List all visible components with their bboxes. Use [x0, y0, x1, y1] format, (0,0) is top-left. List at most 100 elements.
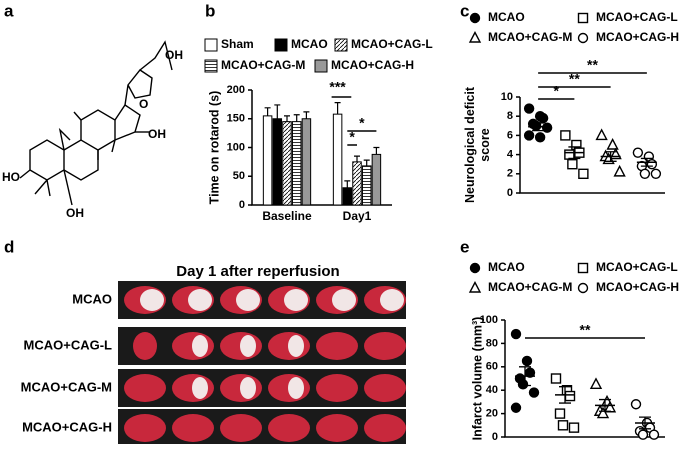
bar [332, 113, 343, 206]
data-point [528, 387, 540, 398]
y-tick-label: 20 [486, 408, 498, 420]
legend-marker [577, 262, 589, 274]
legend-label: MCAO+CAG-L [596, 10, 678, 24]
legend-marker [468, 30, 482, 43]
bar [371, 153, 382, 206]
annotation: ** [587, 57, 598, 73]
legend-marker [577, 32, 589, 44]
error-bar [334, 102, 341, 115]
annotation: ** [580, 322, 591, 338]
legend-marker [468, 280, 482, 293]
legend-label: Sham [221, 37, 254, 51]
error-bar [303, 111, 310, 119]
atom-label: HO [2, 170, 20, 184]
data-point [537, 112, 549, 124]
y-tick-label: 2 [507, 168, 513, 180]
brain-slice [133, 332, 157, 360]
error-bar [293, 114, 300, 122]
error-bar [639, 416, 651, 430]
bar [272, 118, 283, 206]
data-point [568, 422, 580, 433]
axis [504, 320, 665, 438]
bar [262, 115, 273, 206]
y-tick-label: 0 [239, 199, 245, 211]
y-tick-label: 0 [507, 187, 513, 199]
infarct [284, 289, 308, 311]
y-tick-label: 0 [492, 431, 498, 443]
data-point [613, 164, 626, 177]
panel-label: c [460, 1, 469, 20]
atom-label: OH [165, 48, 183, 62]
atom-label: OH [66, 206, 84, 220]
slices-title: Day 1 after reperfusion [176, 263, 339, 280]
infarct [192, 377, 208, 399]
y-tick-label: 50 [233, 170, 245, 182]
brain-slice [268, 414, 310, 442]
legend-label: MCAO+CAG-M [488, 280, 572, 294]
legend-marker [577, 282, 589, 294]
data-point [557, 420, 569, 431]
legend-label: MCAO [291, 37, 328, 51]
data-point [567, 158, 578, 170]
data-point [650, 168, 662, 180]
error-bar [519, 366, 531, 387]
y-tick-label: 8 [507, 110, 513, 122]
atom-label: O [139, 97, 148, 111]
brain-slice [124, 414, 166, 442]
y-tick-label: 6 [507, 129, 513, 141]
data-point [632, 147, 644, 158]
data-point [541, 122, 553, 133]
y-tick-label: 4 [507, 149, 514, 161]
infarct [240, 377, 256, 399]
brain-slice [316, 374, 358, 402]
bar [291, 121, 302, 206]
data-point [564, 149, 575, 160]
infarct [380, 289, 404, 311]
infarct [236, 289, 260, 311]
infarct [288, 377, 304, 399]
legend-marker [469, 262, 481, 274]
legend-label: MCAO+CAG-H [331, 58, 414, 72]
brain-slice [316, 414, 358, 442]
brain-slice [220, 414, 262, 442]
brain-slice [364, 374, 406, 402]
brain-slice [364, 332, 406, 360]
x-tick-label: Baseline [262, 209, 312, 223]
annotation: *** [329, 79, 346, 95]
bar [352, 161, 362, 206]
error-bar [344, 180, 351, 188]
legend-marker [577, 12, 589, 24]
legend-swatch [314, 59, 328, 73]
data-point [646, 158, 658, 170]
legend-swatch [204, 59, 218, 73]
panel-label: b [205, 1, 215, 20]
atom-label: OH [148, 127, 166, 141]
error-bar [264, 107, 271, 116]
y-tick-label: 100 [480, 314, 498, 326]
y-tick-label: 40 [486, 384, 498, 396]
data-point [550, 373, 562, 384]
error-bar [604, 151, 617, 162]
legend-label: MCAO+CAG-L [351, 37, 433, 51]
legend-label: MCAO+CAG-M [221, 58, 305, 72]
data-point [595, 128, 608, 141]
data-point [648, 429, 660, 440]
data-point [637, 429, 649, 440]
error-bar [559, 386, 571, 404]
legend-label: MCAO+CAG-H [596, 280, 679, 294]
brain-slice [316, 332, 358, 360]
row-label: MCAO+CAG-L [24, 337, 113, 352]
row-label: MCAO+CAG-M [21, 379, 112, 394]
error-bar [568, 146, 581, 160]
annotation: ** [569, 71, 580, 87]
chemical-structure [19, 40, 173, 206]
brain-slice [172, 414, 214, 442]
infarct [188, 289, 212, 311]
bar [342, 187, 353, 206]
panel-label: a [4, 1, 14, 20]
legend-swatch [204, 38, 218, 52]
legend-swatch [334, 38, 348, 52]
brain-slice [124, 374, 166, 402]
y-tick-label: 100 [227, 141, 245, 153]
panel-label: d [4, 237, 14, 256]
